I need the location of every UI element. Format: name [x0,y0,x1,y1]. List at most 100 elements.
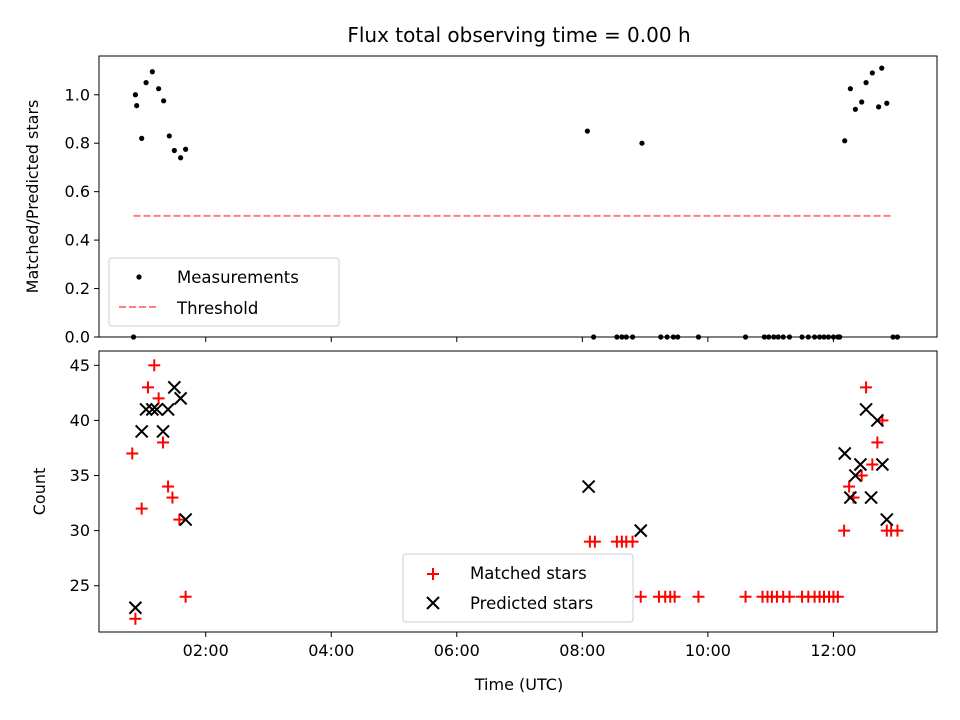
bottom-y-tick-label: 30 [70,521,90,540]
matched-star-point [860,381,873,394]
bottom-y-tick-label: 40 [70,411,90,430]
predicted-star-point [859,402,873,417]
predicted-star-point [864,490,878,505]
top-panel-frame [98,55,938,338]
bottom-x-tick-label: 08:00 [559,641,605,660]
predicted-star-point [848,468,863,483]
predicted-star-point [870,413,885,428]
bottom-legend-frame [402,553,634,623]
matched-star-point [152,392,165,405]
predicted-star-point [167,380,182,395]
predicted-star-point [145,402,160,417]
bottom-panel-y-ticks: 25 30 35 40 45 [70,356,99,595]
top-panel-y-label: Matched/Predicted stars [23,100,42,294]
measurement-point [143,80,149,86]
predicted-star-point [150,402,164,417]
measurement-point [879,65,885,71]
measurement-point [876,104,882,110]
bottom-x-tick-label: 10:00 [685,641,731,660]
bottom-y-tick-label: 25 [70,576,90,595]
bottom-panel-x-label: Time (UTC) [474,675,563,694]
predicted-star-point [853,457,868,472]
measurement-point [884,100,890,106]
matched-star-point [162,480,175,493]
measurement-point [178,155,184,161]
matched-star-point [141,381,154,394]
bottom-panel-axes: 25 30 35 40 45 02:00 04:00 06:00 08:00 10:00 12:0… [30,350,938,694]
predicted-star-point [134,424,149,439]
legend-matched-marker [427,568,439,580]
matched-star-point [173,513,186,526]
matched-star-point [135,502,148,515]
legend-predicted-marker [426,596,440,610]
measurement-point [156,86,162,92]
bottom-panel-marks [126,359,904,625]
bottom-x-tick-label: 12:00 [810,641,856,660]
predicted-star-point [156,424,170,439]
legend-threshold-label: Threshold [176,299,258,318]
top-panel-y-ticks: 0.0 0.2 0.4 0.6 0.8 1.0 [65,85,99,347]
matched-star-point [855,469,868,482]
bottom-y-tick-label: 35 [70,466,90,485]
predicted-star-point [634,523,648,538]
bottom-x-tick-label: 04:00 [308,641,354,660]
top-y-tick-label: 0.2 [65,279,90,298]
top-y-tick-label: 0.0 [65,328,90,347]
predicted-star-point [173,391,188,406]
legend-measurements-label: Measurements [177,268,299,287]
matched-star-point [783,590,796,603]
top-y-tick-label: 0.8 [65,134,90,153]
matched-star-point [871,436,884,449]
bottom-panel-legend: Matched stars Predicted stars [402,553,634,623]
bottom-y-tick-label: 45 [70,356,90,375]
measurement-point [852,106,858,112]
bottom-x-tick-label: 06:00 [434,641,480,660]
legend-measurements-marker [136,274,142,280]
matched-star-point [891,524,904,537]
predicted-star-point [843,490,858,505]
bottom-panel-y-label: Count [30,468,49,516]
matched-star-point [739,590,752,603]
matched-star-point [179,590,192,603]
matched-star-point [129,612,142,625]
predicted-star-point [139,402,153,417]
legend-predicted-label: Predicted stars [470,594,593,613]
measurement-point [166,133,172,139]
matched-star-point [148,359,161,372]
bottom-panel-frame [98,350,938,633]
measurement-point [639,140,645,146]
top-panel-legend: Measurements Threshold [108,257,340,327]
measurement-point [139,135,145,141]
predicted-star-point [875,457,890,472]
matched-star-point [668,590,681,603]
matched-star-point [126,447,139,460]
measurement-point [183,146,189,152]
matched-star-point [838,524,851,537]
measurement-point [134,103,140,109]
top-y-tick-label: 0.4 [65,231,90,250]
matched-star-point [626,535,639,548]
measurement-point [584,128,590,134]
matched-star-point [634,590,647,603]
predicted-star-point [838,446,852,461]
measurement-point [161,98,167,104]
matched-star-point [588,535,601,548]
top-legend-frame [108,257,340,327]
measurement-point [859,99,865,105]
measurement-point [171,147,177,154]
measurement-point [842,138,848,144]
measurement-point [149,69,155,75]
predicted-star-point [128,601,143,615]
matched-star-point [157,436,170,449]
matched-star-point [843,480,856,493]
measurement-point [847,86,853,92]
matched-star-point [831,590,844,603]
predicted-star-point [161,402,175,417]
matched-star-point [692,590,705,603]
predicted-star-point [581,479,596,494]
predicted-star-point [880,512,894,527]
top-panel-x-ticks [205,337,834,342]
measurement-point [869,70,875,76]
top-panel-axes: 0.0 0.2 0.4 0.6 0.8 1.0 Matched/Predicted sta… [23,55,938,347]
predicted-star-point [178,512,193,527]
